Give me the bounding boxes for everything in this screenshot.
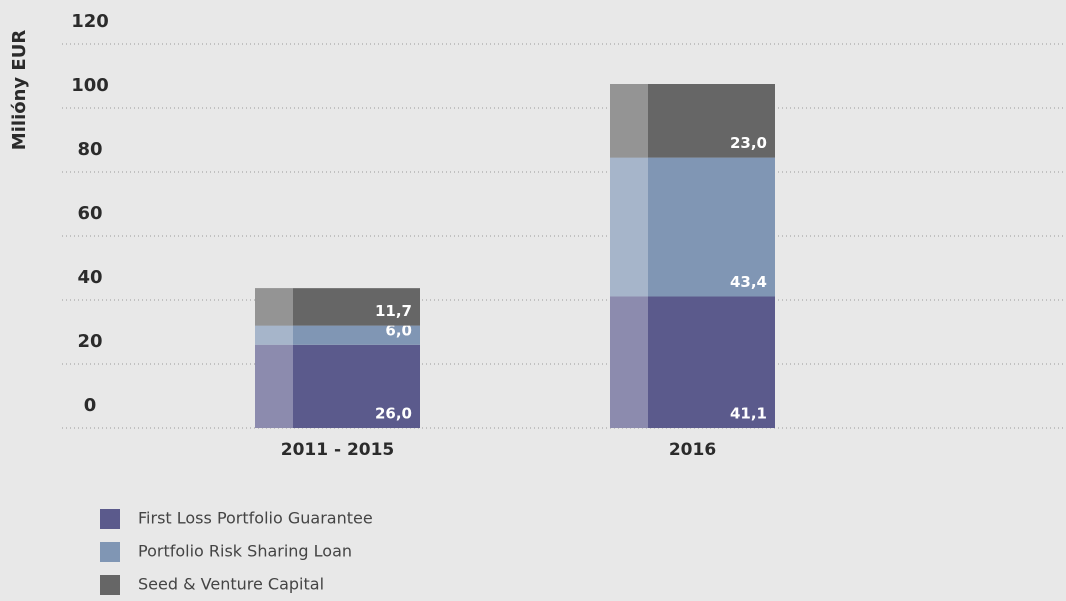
y-tick-label: 0 — [84, 395, 97, 416]
legend-swatch — [100, 542, 120, 562]
bar-segment — [610, 84, 775, 158]
bar-segment — [255, 288, 420, 326]
bar-segment — [255, 325, 420, 345]
x-tick-label: 2011 - 2015 — [281, 440, 395, 460]
bar-segment — [610, 157, 775, 297]
y-axis-label: Milióny EUR — [9, 30, 30, 151]
value-label: 41,1 — [730, 405, 767, 423]
legend-label: First Loss Portfolio Guarantee — [138, 509, 373, 528]
bar-segment — [610, 296, 775, 428]
legend-label: Portfolio Risk Sharing Loan — [138, 542, 352, 561]
bar-segment — [255, 344, 420, 428]
bar-highlight — [255, 288, 293, 326]
value-label: 43,4 — [730, 273, 767, 291]
bar-highlight — [610, 296, 648, 428]
y-tick-label: 60 — [77, 203, 102, 224]
value-label: 23,0 — [730, 134, 767, 152]
bar-highlight — [610, 84, 648, 158]
legend-swatch — [100, 509, 120, 529]
y-tick-label: 20 — [77, 331, 102, 352]
value-label: 26,0 — [375, 405, 412, 423]
bar-highlight — [610, 157, 648, 297]
value-label: 6,0 — [385, 321, 412, 339]
y-tick-label: 40 — [77, 267, 102, 288]
bar-highlight — [255, 344, 293, 428]
legend-swatch — [100, 575, 120, 595]
legend-label: Seed & Venture Capital — [138, 575, 324, 594]
bar-highlight — [255, 325, 293, 345]
value-label: 11,7 — [375, 302, 412, 320]
y-tick-label: 120 — [71, 11, 109, 32]
y-tick-label: 80 — [77, 139, 102, 160]
y-tick-label: 100 — [71, 75, 109, 96]
x-tick-label: 2016 — [669, 440, 716, 460]
